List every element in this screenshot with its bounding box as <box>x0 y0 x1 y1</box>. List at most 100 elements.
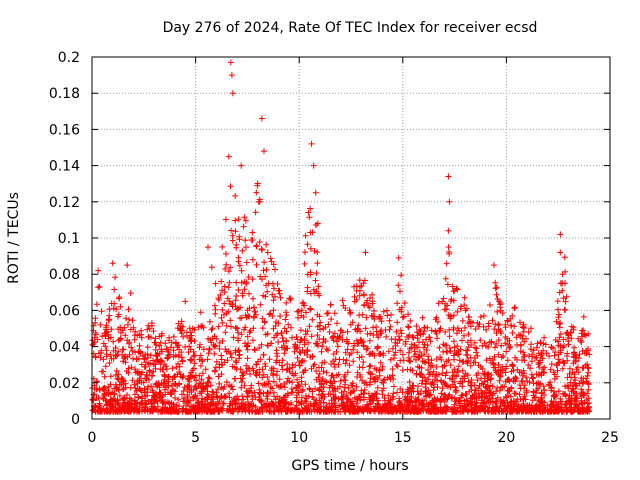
data-point <box>117 336 123 343</box>
data-point <box>249 365 256 372</box>
data-point <box>145 398 152 405</box>
data-point <box>129 377 136 384</box>
data-point <box>161 361 168 368</box>
data-point <box>103 351 110 358</box>
data-point <box>453 396 460 403</box>
data-point <box>344 328 351 335</box>
data-point <box>369 313 376 320</box>
data-point <box>509 312 516 319</box>
data-point <box>401 300 408 306</box>
data-point <box>538 369 545 376</box>
data-point <box>362 325 369 332</box>
x-tick-label: 5 <box>191 430 200 446</box>
data-point <box>446 333 453 340</box>
data-point <box>555 356 562 363</box>
data-point <box>377 313 384 320</box>
data-point <box>570 386 577 393</box>
data-point <box>393 362 400 369</box>
data-point <box>529 405 536 411</box>
data-point <box>356 277 363 284</box>
data-point <box>468 404 474 410</box>
data-point <box>128 401 135 408</box>
data-point <box>472 326 479 332</box>
data-point <box>531 408 538 415</box>
data-point <box>291 348 298 355</box>
data-point <box>246 407 253 414</box>
data-point <box>156 342 163 349</box>
data-point <box>509 363 516 370</box>
data-point <box>387 407 394 414</box>
data-point <box>294 308 301 315</box>
data-point <box>176 363 183 370</box>
data-point <box>334 343 341 350</box>
data-point <box>228 72 235 79</box>
data-point <box>406 397 413 404</box>
data-point <box>434 384 441 390</box>
data-point <box>245 274 252 280</box>
data-point <box>109 397 116 404</box>
data-point <box>377 359 384 366</box>
data-point <box>458 327 465 334</box>
data-point <box>362 249 369 256</box>
data-point <box>461 398 468 405</box>
data-point <box>166 334 173 341</box>
data-point <box>487 388 494 395</box>
data-point <box>366 337 373 344</box>
data-point <box>515 403 522 409</box>
data-point <box>365 369 372 376</box>
data-point <box>464 347 471 354</box>
data-point <box>441 399 448 406</box>
data-point <box>306 305 313 312</box>
data-point <box>439 370 446 377</box>
data-point <box>345 385 352 391</box>
data-point <box>346 307 353 314</box>
data-point <box>344 346 351 353</box>
data-point <box>233 396 240 402</box>
data-point <box>154 398 161 405</box>
data-point <box>443 369 450 376</box>
data-point <box>236 233 243 240</box>
data-point <box>102 343 109 350</box>
data-point <box>253 369 260 376</box>
data-point <box>127 326 134 333</box>
data-point <box>159 348 166 355</box>
data-point <box>434 395 441 402</box>
data-point <box>316 370 323 377</box>
data-points <box>89 59 593 415</box>
data-point <box>467 395 474 402</box>
data-point <box>423 401 430 408</box>
data-point <box>468 377 475 383</box>
data-point <box>294 354 301 361</box>
data-point <box>115 386 122 393</box>
data-point <box>307 205 314 212</box>
data-point <box>292 341 299 348</box>
data-point <box>128 407 135 414</box>
data-point <box>258 341 265 348</box>
data-point <box>576 351 583 358</box>
data-point <box>409 367 416 374</box>
data-point <box>316 378 323 385</box>
data-point <box>419 397 426 404</box>
data-point <box>315 283 322 290</box>
data-point <box>307 229 314 236</box>
data-point <box>526 353 532 360</box>
data-point <box>563 400 570 407</box>
data-point <box>341 405 348 412</box>
data-point <box>306 386 313 393</box>
data-point <box>273 359 280 366</box>
data-point <box>270 307 277 314</box>
data-point <box>227 301 234 307</box>
data-point <box>258 115 265 122</box>
data-point <box>348 350 355 357</box>
data-point <box>196 344 203 351</box>
data-point <box>285 375 291 382</box>
data-point <box>131 336 138 343</box>
data-point <box>124 337 131 344</box>
data-point <box>421 324 428 331</box>
data-point <box>236 262 243 269</box>
data-point <box>219 306 226 313</box>
data-point <box>320 325 327 332</box>
data-point <box>474 377 481 384</box>
data-point <box>283 312 290 318</box>
data-point <box>418 352 425 359</box>
